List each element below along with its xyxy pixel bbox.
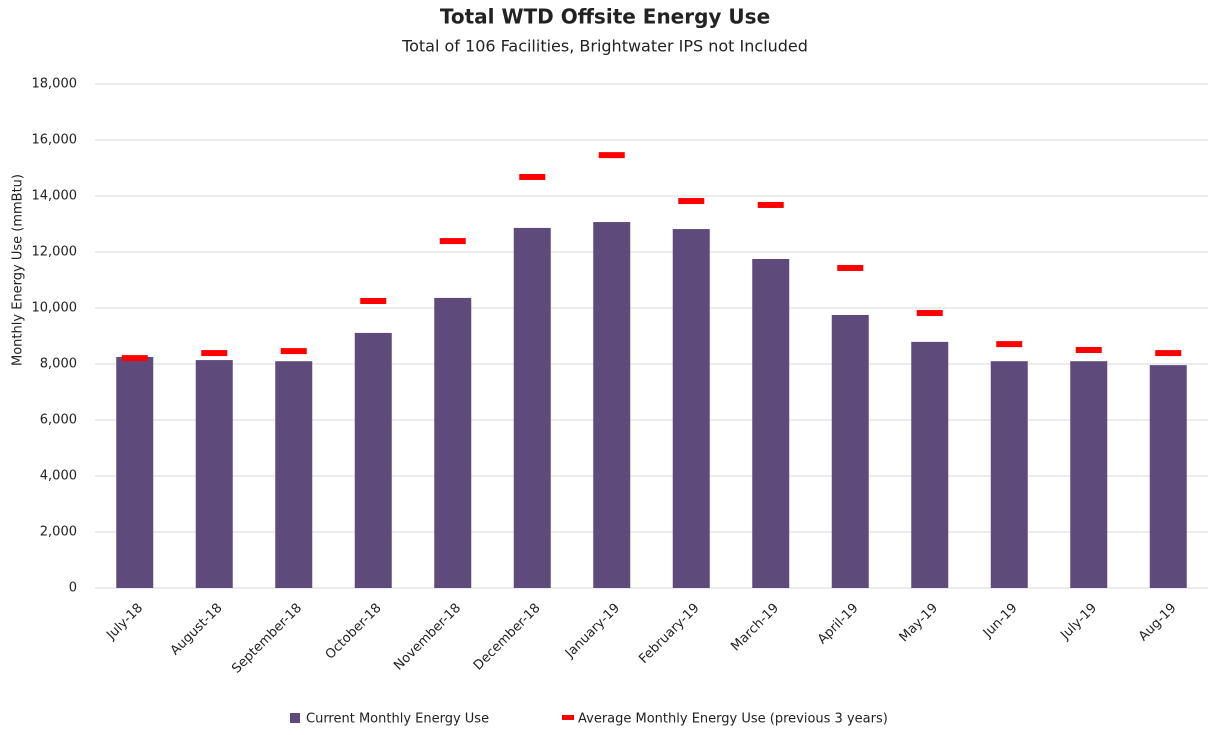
x-tick-label: Aug-19: [1136, 601, 1180, 645]
y-tick-label: 8,000: [40, 357, 77, 372]
bar: [990, 361, 1028, 588]
legend-label: Current Monthly Energy Use: [306, 712, 489, 727]
y-tick-label: 18,000: [32, 77, 78, 92]
x-tick-label: August-18: [168, 601, 226, 659]
y-tick-label: 0: [69, 581, 77, 596]
x-tick-label: April-19: [815, 601, 862, 648]
x-tick-label: December-18: [471, 601, 544, 674]
average-marker: [519, 173, 546, 180]
x-tick-label: March-19: [728, 601, 782, 655]
bar: [275, 361, 313, 588]
legend-swatch: [290, 713, 300, 723]
y-tick-label: 2,000: [40, 525, 77, 540]
x-tick-label: September-18: [229, 601, 305, 677]
average-marker: [996, 341, 1023, 348]
x-tick-label: July-18: [103, 601, 146, 644]
x-tick-label: November-18: [391, 601, 464, 674]
y-tick-label: 4,000: [40, 469, 77, 484]
y-tick-label: 10,000: [32, 301, 78, 316]
x-tick-label: May-19: [897, 601, 941, 645]
bar: [752, 259, 790, 588]
average-marker: [1075, 347, 1102, 353]
y-tick-label: 14,000: [32, 189, 78, 204]
bar: [672, 229, 710, 589]
bar: [911, 341, 949, 588]
y-tick-label: 16,000: [32, 133, 78, 148]
x-tick-label: February-19: [636, 601, 702, 667]
average-marker: [201, 350, 228, 357]
average-marker: [1155, 350, 1182, 357]
legend-label: Average Monthly Energy Use (previous 3 y…: [578, 712, 888, 727]
average-marker: [439, 238, 466, 245]
y-axis-label: Monthly Energy Use (mmBtu): [11, 174, 26, 366]
bar: [513, 227, 551, 589]
bar: [116, 357, 154, 588]
average-marker: [598, 152, 625, 159]
y-tick-label: 12,000: [32, 245, 78, 260]
y-tick-label: 6,000: [40, 413, 77, 428]
average-marker: [280, 348, 307, 355]
x-tick-label: Jun-19: [980, 601, 1021, 642]
chart-subtitle: Total of 106 Facilities, Brightwater IPS…: [401, 37, 808, 56]
bar: [1070, 361, 1108, 588]
average-marker: [757, 201, 784, 208]
chart-title: Total WTD Offsite Energy Use: [440, 5, 770, 29]
bar: [831, 315, 869, 588]
bar: [1149, 365, 1187, 588]
bar: [354, 332, 392, 588]
average-marker: [360, 298, 387, 304]
average-marker: [678, 198, 705, 205]
x-tick-label: January-19: [562, 601, 623, 662]
bar: [195, 360, 233, 588]
average-marker: [837, 264, 864, 271]
legend-swatch: [562, 715, 574, 720]
x-tick-label: October-18: [323, 601, 385, 663]
x-tick-label: July-19: [1057, 601, 1100, 644]
bar: [593, 222, 631, 589]
bar: [434, 297, 472, 588]
average-marker: [916, 310, 943, 317]
average-marker: [121, 355, 148, 362]
